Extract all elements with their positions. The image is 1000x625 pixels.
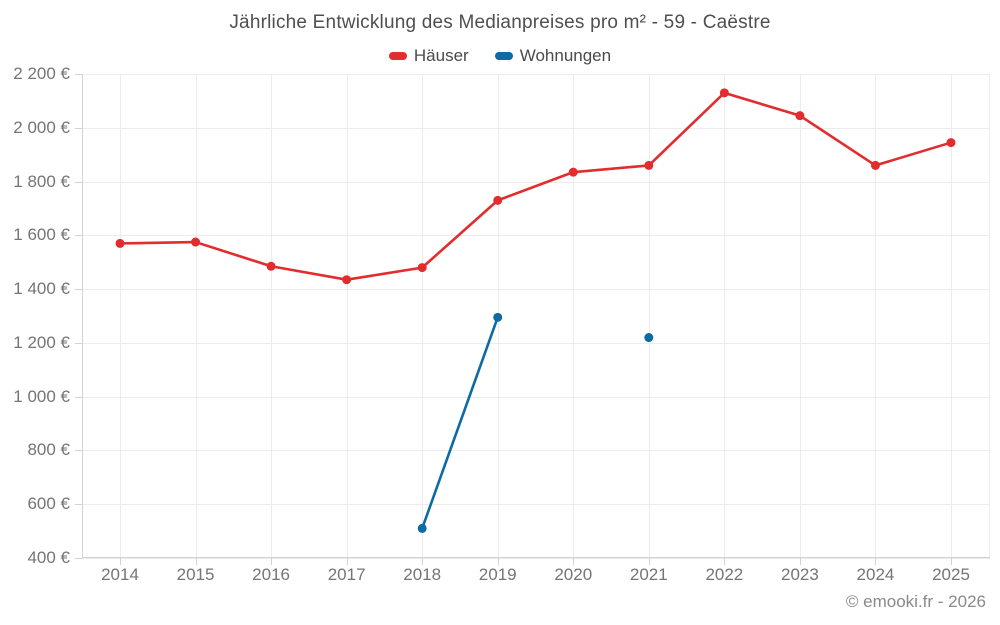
- data-point-marker: [417, 523, 427, 533]
- y-tick-label: 2 000 €: [13, 117, 70, 137]
- data-point-marker: [568, 167, 578, 177]
- x-tick-label: 2018: [403, 565, 442, 584]
- x-tick-label: 2020: [554, 565, 593, 584]
- chart-title: Jährliche Entwicklung des Medianpreises …: [229, 12, 771, 33]
- x-tick-label: 2015: [176, 565, 215, 584]
- y-tick-label: 800 €: [27, 440, 70, 460]
- x-tick-label: 2019: [478, 565, 517, 584]
- data-point-marker: [946, 138, 956, 148]
- line-chart-plot-area: [75, 74, 990, 565]
- x-tick-label: 2021: [629, 565, 668, 584]
- y-tick-label: 600 €: [27, 494, 70, 514]
- data-point-marker: [719, 88, 729, 98]
- data-point-marker: [342, 275, 352, 285]
- data-point-marker: [644, 333, 654, 343]
- y-tick-label: 1 600 €: [13, 225, 70, 245]
- legend-item-wohnungen[interactable]: Wohnungen: [494, 46, 612, 66]
- data-point-marker: [493, 195, 503, 205]
- data-point-marker: [115, 238, 125, 248]
- legend-label: Wohnungen: [519, 46, 612, 65]
- copyright-watermark: © emooki.fr - 2026: [845, 592, 986, 611]
- x-tick-label: 2024: [856, 565, 895, 584]
- data-point-marker: [266, 261, 276, 271]
- haeuser-series-swatch-icon: [388, 52, 407, 60]
- data-point-marker: [191, 237, 201, 247]
- y-tick-label: 2 200 €: [13, 64, 70, 83]
- x-tick-label: 2016: [252, 565, 290, 584]
- y-tick-label: 1 000 €: [13, 386, 70, 406]
- legend-item-haeuser[interactable]: Häuser: [388, 46, 469, 66]
- wohnungen-series-swatch-icon: [494, 52, 513, 60]
- legend-label: Häuser: [413, 46, 469, 65]
- x-tick-label: 2017: [327, 565, 366, 584]
- data-point-marker: [493, 312, 503, 322]
- x-tick-label: 2023: [780, 565, 819, 584]
- chart-legend: Häuser Wohnungen: [0, 46, 1000, 66]
- series-line: [420, 316, 500, 530]
- x-tick-label: 2014: [101, 565, 139, 584]
- data-point-marker: [417, 263, 427, 273]
- x-tick-label: 2022: [705, 565, 744, 584]
- data-point-marker: [795, 111, 805, 121]
- data-point-marker: [644, 160, 654, 170]
- y-tick-label: 1 200 €: [13, 332, 70, 352]
- y-tick-label: 400 €: [27, 548, 70, 567]
- y-tick-label: 1 800 €: [13, 171, 70, 191]
- series-line: [118, 91, 953, 281]
- data-point-marker: [870, 160, 880, 170]
- y-tick-label: 1 400 €: [13, 279, 70, 299]
- x-tick-label: 2025: [932, 565, 970, 584]
